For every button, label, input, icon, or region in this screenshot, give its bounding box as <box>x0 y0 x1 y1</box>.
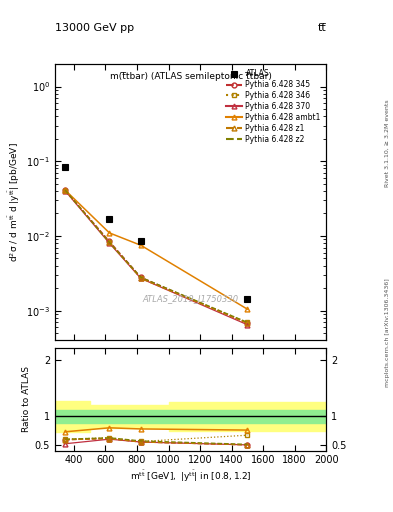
Text: ATLAS_2019_I1750330: ATLAS_2019_I1750330 <box>143 294 239 304</box>
Y-axis label: Ratio to ATLAS: Ratio to ATLAS <box>22 367 31 432</box>
Line: Pythia 6.428 z1: Pythia 6.428 z1 <box>63 188 250 326</box>
Line: Pythia 6.428 345: Pythia 6.428 345 <box>63 188 250 326</box>
Pythia 6.428 ambt1 <box>139 242 143 248</box>
Pythia 6.428 z2 <box>63 187 68 193</box>
Pythia 6.428 370 <box>245 322 250 328</box>
Pythia 6.428 ambt1 <box>107 230 112 236</box>
Pythia 6.428 370 <box>139 275 143 282</box>
Y-axis label: $\mathregular{d^2\sigma\ /\ d\ m^{t\bar{t}}\ d\ |y^{t\bar{t}}|\ [pb/GeV]}$: $\mathregular{d^2\sigma\ /\ d\ m^{t\bar{… <box>6 142 22 262</box>
Pythia 6.428 z1 <box>63 187 68 193</box>
Pythia 6.428 345 <box>107 238 112 244</box>
ATLAS <box>107 216 112 222</box>
Line: Pythia 6.428 370: Pythia 6.428 370 <box>63 188 250 327</box>
Pythia 6.428 z2 <box>245 319 250 326</box>
Text: m(t̅tbar) (ATLAS semileptonic t̅tbar): m(t̅tbar) (ATLAS semileptonic t̅tbar) <box>110 72 272 81</box>
ATLAS <box>245 295 250 302</box>
Pythia 6.428 346 <box>245 319 250 326</box>
Text: mcplots.cern.ch [arXiv:1306.3436]: mcplots.cern.ch [arXiv:1306.3436] <box>385 279 389 387</box>
Line: Pythia 6.428 ambt1: Pythia 6.428 ambt1 <box>63 188 250 312</box>
Line: Pythia 6.428 z2: Pythia 6.428 z2 <box>65 190 247 323</box>
Pythia 6.428 370 <box>63 188 68 194</box>
Pythia 6.428 370 <box>107 240 112 246</box>
Pythia 6.428 345 <box>63 187 68 193</box>
Pythia 6.428 z1 <box>245 320 250 326</box>
Pythia 6.428 346 <box>139 275 143 282</box>
Pythia 6.428 ambt1 <box>63 187 68 193</box>
Pythia 6.428 ambt1 <box>245 306 250 312</box>
Text: tt̅: tt̅ <box>318 23 326 33</box>
Legend: ATLAS, Pythia 6.428 345, Pythia 6.428 346, Pythia 6.428 370, Pythia 6.428 ambt1,: ATLAS, Pythia 6.428 345, Pythia 6.428 34… <box>224 68 322 145</box>
Pythia 6.428 346 <box>107 239 112 245</box>
Pythia 6.428 345 <box>139 274 143 281</box>
Pythia 6.428 z2 <box>107 240 112 246</box>
Text: Rivet 3.1.10, ≥ 3.2M events: Rivet 3.1.10, ≥ 3.2M events <box>385 99 389 187</box>
Line: Pythia 6.428 346: Pythia 6.428 346 <box>63 188 250 325</box>
Pythia 6.428 z1 <box>139 275 143 282</box>
Pythia 6.428 345 <box>245 320 250 326</box>
ATLAS <box>63 163 68 169</box>
Pythia 6.428 z1 <box>107 240 112 246</box>
Bar <box>55 410 326 423</box>
Text: 13000 GeV pp: 13000 GeV pp <box>55 23 134 33</box>
Pythia 6.428 346 <box>63 188 68 194</box>
Pythia 6.428 z2 <box>139 274 143 281</box>
Line: ATLAS: ATLAS <box>62 163 251 302</box>
X-axis label: $\mathregular{m^{t\bar{t}}\ [GeV],\ |y^{t\bar{t}}|\ in\ [0.8,1.2]}$: $\mathregular{m^{t\bar{t}}\ [GeV],\ |y^{… <box>130 468 252 484</box>
ATLAS <box>139 238 143 244</box>
